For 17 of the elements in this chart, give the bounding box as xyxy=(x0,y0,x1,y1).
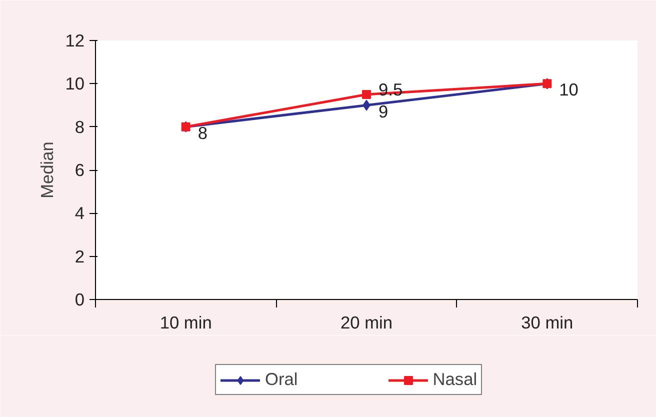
data-label: 9 xyxy=(378,101,388,122)
data-label: 8 xyxy=(198,122,208,143)
y-tick-label: 10 xyxy=(65,74,85,94)
data-label: 10 xyxy=(559,80,578,100)
y-axis-title: Median xyxy=(37,142,58,198)
legend-label: Nasal xyxy=(432,369,478,390)
x-tick-label: 30 min xyxy=(521,312,574,332)
x-tick-label: 20 min xyxy=(340,312,393,332)
y-tick-label: 8 xyxy=(74,116,85,137)
point xyxy=(362,90,371,99)
x-tick-label: 10 min xyxy=(160,312,212,332)
y-tick-label: 0 xyxy=(74,290,85,310)
y-tick-label: 4 xyxy=(74,203,85,224)
y-tick-label: 6 xyxy=(74,160,85,180)
y-tick-label: 2 xyxy=(74,246,85,266)
y-tick-label: 12 xyxy=(65,30,85,50)
legend-label: Oral xyxy=(265,369,298,390)
